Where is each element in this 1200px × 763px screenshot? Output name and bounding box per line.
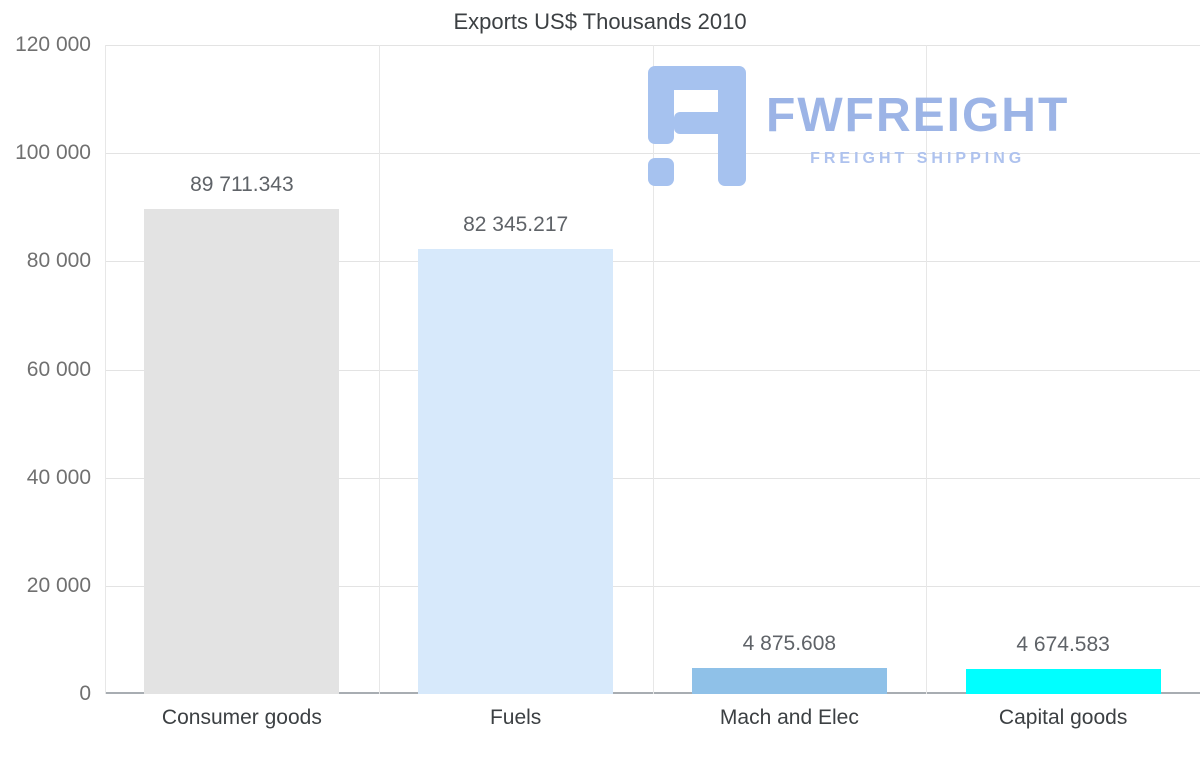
bar-capital-goods: [965, 668, 1161, 694]
x-axis: Consumer goods Fuels Mach and Elec Capital …: [105, 706, 1200, 746]
gridline-vertical: [652, 45, 654, 694]
plot-area: 89 711.343 82 345.217 4 875.608 4 674.583: [105, 45, 1200, 694]
y-tick-label: 60 000: [26, 357, 91, 381]
x-tick-label: Consumer goods: [161, 706, 322, 729]
x-tick-label: Fuels: [489, 706, 542, 729]
gridline-vertical: [105, 45, 106, 694]
bar-fuels: [418, 248, 614, 694]
y-tick-label: 100 000: [15, 141, 91, 165]
chart-title: Exports US$ Thousands 2010: [453, 9, 747, 34]
x-tick-label: Mach and Elec: [719, 706, 859, 729]
bar-value-label: 89 711.343: [190, 172, 294, 196]
y-tick-label: 20 000: [26, 573, 91, 597]
bar-mach-and-elec: [691, 667, 887, 694]
bar-value-label: 82 345.217: [463, 212, 569, 236]
y-tick-label: 80 000: [26, 249, 91, 273]
gridline-vertical: [378, 45, 380, 694]
bar-value-label: 4 875.608: [742, 631, 837, 655]
bar-value-label: 4 674.583: [1016, 632, 1110, 656]
y-tick-label: 120 000: [15, 33, 91, 56]
y-tick-label: 40 000: [26, 465, 91, 489]
y-tick-label: 0: [79, 682, 91, 705]
bar-consumer-goods: [144, 208, 340, 694]
y-axis: 0 20 000 40 000 60 000 80 000 100 000 120 000: [0, 33, 97, 705]
x-tick-label: Capital goods: [998, 706, 1128, 729]
gridline-vertical: [926, 45, 928, 694]
